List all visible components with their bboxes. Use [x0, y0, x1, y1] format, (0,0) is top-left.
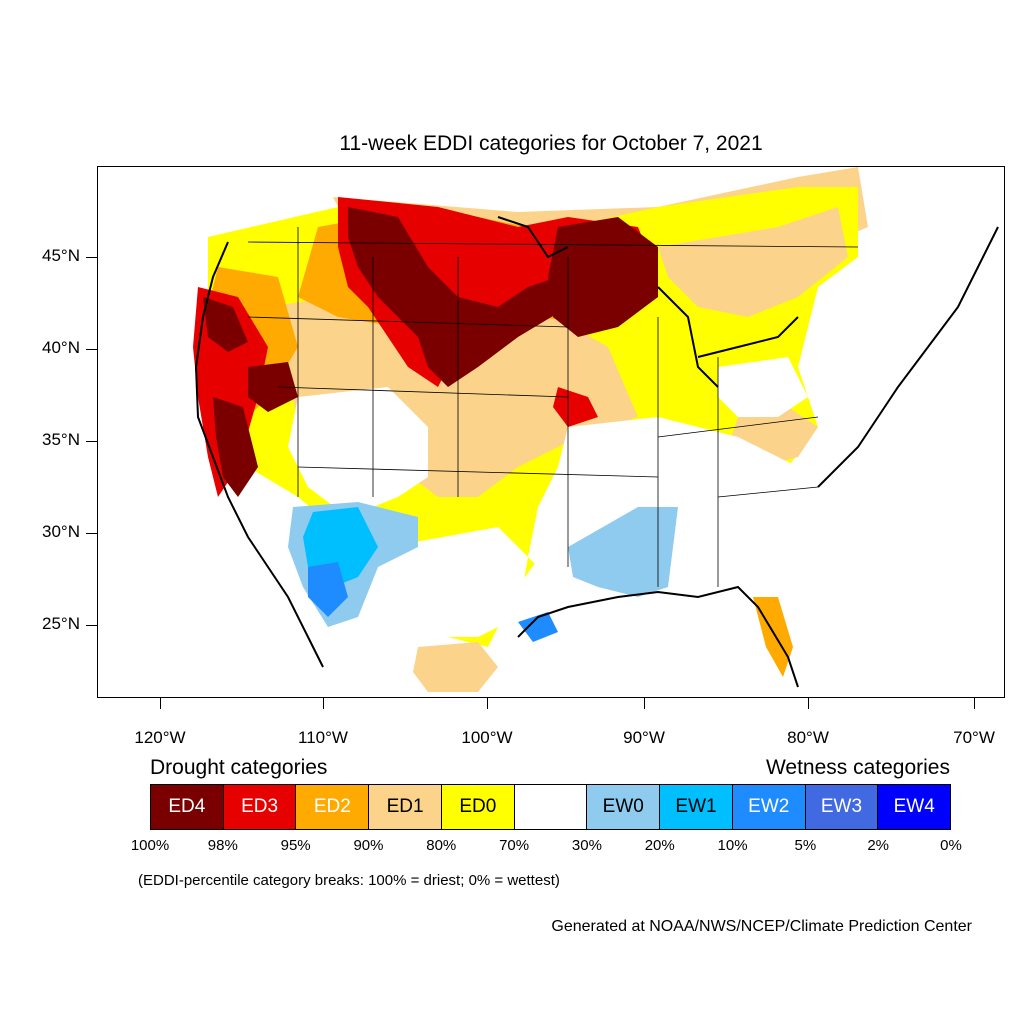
ed4-california-n: [203, 297, 248, 352]
percent-break-label: 80%: [426, 837, 457, 854]
percent-break-label: 30%: [571, 837, 602, 854]
lon-label-120w: 120°W: [134, 728, 186, 747]
ed1-northeast: [658, 207, 848, 317]
ed4-minnesota: [548, 217, 658, 337]
lon-tick: [644, 697, 645, 709]
lat-label-30: 30°N: [42, 522, 80, 541]
category-legend: ED4 ED3 ED2 ED1 ED0 EW0 EW1 EW2 EW3 EW4: [150, 784, 951, 830]
lon-tick: [323, 697, 324, 709]
percent-break-label: 100%: [130, 837, 170, 854]
percent-break-label: 10%: [717, 837, 748, 854]
lon-label-70w: 70°W: [953, 728, 995, 747]
lat-label-35: 35°N: [42, 430, 80, 449]
category-note: (EDDI-percentile category breaks: 100% =…: [138, 872, 560, 889]
ed4-nevada: [248, 362, 298, 412]
ed1-plains: [268, 287, 638, 497]
eddi-map: [98, 167, 1004, 697]
normal-ohio: [718, 357, 808, 417]
legend-box-ew4: EW4: [878, 785, 951, 829]
lat-label-40: 40°N: [42, 338, 80, 357]
percent-break-label: 20%: [644, 837, 675, 854]
legend-box-ew2: EW2: [732, 785, 806, 829]
percent-break-label: 98%: [207, 837, 238, 854]
percent-break-label: 5%: [794, 837, 817, 854]
map-title: 11-week EDDI categories for October 7, 2…: [339, 132, 763, 155]
normal-southwest: [288, 387, 428, 517]
lat-label-25: 25°N: [42, 614, 80, 633]
lon-tick: [487, 697, 488, 709]
percent-break-label: 0%: [940, 837, 962, 854]
state-borders: [247, 227, 859, 587]
lon-tick: [974, 697, 975, 709]
lat-tick: [86, 441, 98, 442]
legend-box-ed0: ED0: [441, 785, 515, 829]
percent-break-label: 2%: [867, 837, 890, 854]
legend-box-ew3: EW3: [805, 785, 879, 829]
ed1-mexico: [413, 642, 498, 692]
legend-box-ed1: ED1: [369, 785, 442, 829]
coastlines: [194, 216, 999, 688]
normal-texas: [388, 527, 528, 637]
legend-box-normal: [514, 785, 588, 829]
lat-tick: [86, 257, 98, 258]
lon-tick: [808, 697, 809, 709]
percent-break-label: 95%: [280, 837, 311, 854]
ed4-california-s: [213, 397, 258, 497]
credit-line: Generated at NOAA/NWS/NCEP/Climate Predi…: [551, 918, 972, 935]
percent-break-label: 90%: [353, 837, 384, 854]
lat-tick: [86, 349, 98, 350]
legend-box-ed3: ED3: [223, 785, 297, 829]
lat-label-45: 45°N: [42, 246, 80, 265]
lon-label-90w: 90°W: [623, 728, 665, 747]
legend-box-ew0: EW0: [587, 785, 661, 829]
lon-label-110w: 110°W: [298, 728, 348, 747]
lat-tick: [86, 533, 98, 534]
map-canvas: [98, 167, 1004, 697]
ew0-mississippi: [568, 507, 678, 597]
lon-label-80w: 80°W: [787, 728, 829, 747]
wetness-heading: Wetness categories: [765, 756, 950, 779]
ew2-mexico: [308, 562, 348, 617]
lat-tick: [86, 625, 98, 626]
percent-break-label: 70%: [499, 837, 530, 854]
lon-tick: [160, 697, 161, 709]
drought-heading: Drought categories: [150, 756, 328, 779]
legend-box-ed4: ED4: [151, 785, 224, 829]
legend-box-ed2: ED2: [296, 785, 370, 829]
lon-label-100w: 100°W: [461, 728, 513, 747]
legend-box-ew1: EW1: [660, 785, 733, 829]
ew2-gulf: [518, 612, 558, 642]
